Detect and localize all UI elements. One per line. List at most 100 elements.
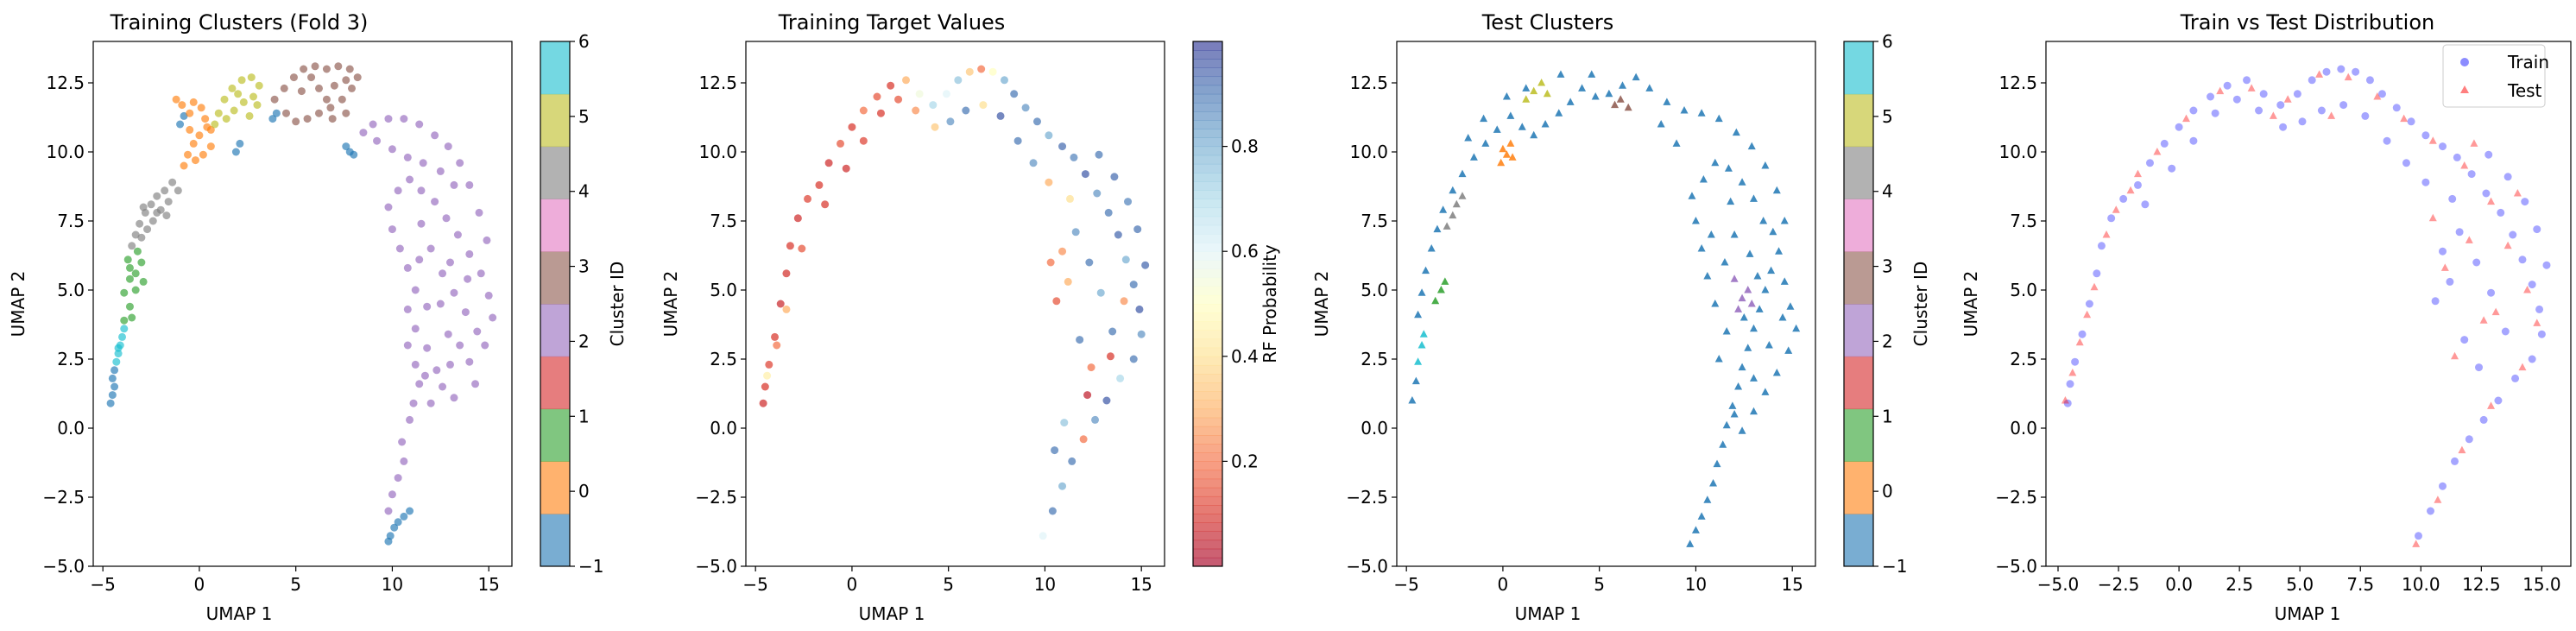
data-point xyxy=(1780,217,1789,224)
colorbar-segment xyxy=(1193,207,1222,218)
data-point xyxy=(431,131,439,140)
data-point xyxy=(1537,79,1546,86)
data-point xyxy=(946,117,955,126)
scatter-points xyxy=(759,65,1150,540)
colorbar-tick-label: 0.4 xyxy=(1231,346,1259,367)
data-point xyxy=(1767,266,1776,274)
data-point xyxy=(2315,70,2324,78)
data-point xyxy=(489,313,497,322)
cluster-6-points xyxy=(112,325,129,366)
data-point xyxy=(2232,95,2241,104)
data-point xyxy=(1744,286,1752,293)
data-point xyxy=(2189,136,2198,145)
data-point xyxy=(2453,153,2461,161)
data-point xyxy=(1065,194,1074,203)
y-tick-label: 5.0 xyxy=(2010,280,2037,300)
data-point xyxy=(2487,401,2496,409)
data-point xyxy=(2160,139,2169,148)
data-point xyxy=(234,90,243,98)
data-point xyxy=(2455,228,2464,237)
data-point xyxy=(1083,391,1092,400)
data-point xyxy=(1433,224,1442,233)
colorbar-segment xyxy=(1844,93,1873,148)
data-point xyxy=(2093,269,2101,278)
x-axis-label: UMAP 1 xyxy=(859,603,925,624)
y-tick-label: 0.0 xyxy=(57,418,85,439)
data-point xyxy=(1761,286,1770,293)
y-tick-label: −2.5 xyxy=(42,487,85,508)
data-point xyxy=(1709,479,1718,487)
data-point xyxy=(110,366,119,375)
x-tick-label: −5 xyxy=(90,574,115,595)
colorbar-tick-label: 2 xyxy=(578,331,590,351)
data-point xyxy=(1747,142,1756,150)
data-point xyxy=(222,115,230,123)
colorbar-tick-label: 4 xyxy=(1882,181,1893,202)
data-point xyxy=(1013,136,1022,145)
data-point xyxy=(1070,153,1078,161)
data-point xyxy=(804,194,812,203)
data-point xyxy=(1703,272,1712,280)
colorbar-tick-label: 1 xyxy=(1882,406,1893,426)
colorbar-label: Cluster ID xyxy=(607,262,628,347)
data-point xyxy=(465,249,474,258)
data-point xyxy=(426,399,435,407)
data-point xyxy=(384,115,393,123)
data-point xyxy=(1137,330,1146,338)
data-point xyxy=(1458,169,1467,178)
data-point xyxy=(236,139,244,148)
y-tick-label: 0.0 xyxy=(2010,418,2037,439)
x-tick-label: −5 xyxy=(742,574,767,595)
data-point xyxy=(876,109,885,117)
colorbar: −1 0 1 2 3 4 5 6 xyxy=(540,31,603,577)
data-point xyxy=(1108,327,1117,336)
data-point xyxy=(444,142,452,151)
colorbar-segment xyxy=(540,514,570,567)
x-tick-label: 5 xyxy=(290,574,301,595)
colorbar-tick-label: 0 xyxy=(1882,481,1893,502)
data-point xyxy=(1010,90,1019,98)
data-point xyxy=(420,371,429,380)
colorbar-segment xyxy=(1193,347,1222,357)
data-point xyxy=(415,120,424,129)
data-point xyxy=(979,101,988,110)
x-tick-label: 0 xyxy=(847,574,858,595)
data-point xyxy=(326,104,335,112)
data-point xyxy=(1029,159,1038,167)
data-point xyxy=(1680,106,1689,114)
data-point xyxy=(322,65,331,73)
data-point xyxy=(2344,73,2352,81)
data-point xyxy=(444,330,452,338)
data-point xyxy=(439,269,447,278)
data-point xyxy=(2487,288,2496,297)
scatter-points xyxy=(1408,70,1801,547)
colorbar-segment xyxy=(540,408,570,462)
data-point xyxy=(419,159,427,167)
colorbar-segment xyxy=(1193,417,1222,427)
data-point xyxy=(1081,170,1089,179)
data-point xyxy=(2083,310,2092,319)
data-point xyxy=(108,374,117,382)
data-point xyxy=(1058,247,1067,256)
data-point xyxy=(1060,419,1069,427)
data-point xyxy=(211,120,219,129)
data-point xyxy=(153,192,161,200)
data-point xyxy=(2189,106,2198,115)
data-point xyxy=(2428,213,2437,222)
data-point xyxy=(2414,532,2422,540)
data-point xyxy=(2097,242,2106,250)
data-point xyxy=(118,332,127,341)
data-point xyxy=(842,164,850,173)
data-point xyxy=(2521,198,2529,206)
colorbar-segment xyxy=(1193,321,1222,331)
data-point xyxy=(2075,338,2084,346)
colorbar-segment xyxy=(1844,356,1873,410)
data-point xyxy=(1021,104,1030,112)
data-point xyxy=(390,523,399,532)
x-tick-label: 12.5 xyxy=(2462,574,2501,595)
data-point xyxy=(1556,70,1565,78)
data-point xyxy=(1566,98,1575,105)
colorbar-tick-label: −1 xyxy=(1882,556,1907,577)
data-point xyxy=(176,120,185,129)
